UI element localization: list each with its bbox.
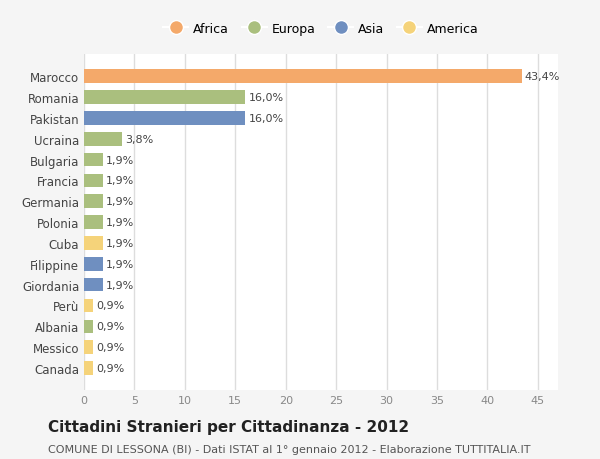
Bar [84, 153, 103, 167]
Bar [84, 133, 122, 146]
Text: 0,9%: 0,9% [96, 301, 124, 311]
Text: 16,0%: 16,0% [248, 114, 284, 123]
Bar [84, 91, 245, 105]
Text: 1,9%: 1,9% [106, 218, 134, 228]
Text: Cittadini Stranieri per Cittadinanza - 2012: Cittadini Stranieri per Cittadinanza - 2… [48, 419, 409, 434]
Text: 16,0%: 16,0% [248, 93, 284, 103]
Text: 1,9%: 1,9% [106, 259, 134, 269]
Bar [84, 257, 103, 271]
Text: 1,9%: 1,9% [106, 176, 134, 186]
Bar [84, 361, 93, 375]
Text: 1,9%: 1,9% [106, 155, 134, 165]
Bar [84, 112, 245, 125]
Bar [84, 237, 103, 250]
Text: 0,9%: 0,9% [96, 322, 124, 331]
Text: 43,4%: 43,4% [525, 72, 560, 82]
Legend: Africa, Europa, Asia, America: Africa, Europa, Asia, America [158, 18, 484, 41]
Bar [84, 278, 103, 292]
Bar [84, 341, 93, 354]
Bar [84, 299, 93, 313]
Text: 1,9%: 1,9% [106, 197, 134, 207]
Bar [84, 216, 103, 230]
Bar [84, 70, 521, 84]
Bar [84, 195, 103, 208]
Bar [84, 174, 103, 188]
Bar [84, 320, 93, 333]
Text: 1,9%: 1,9% [106, 238, 134, 248]
Text: 0,9%: 0,9% [96, 342, 124, 353]
Text: 1,9%: 1,9% [106, 280, 134, 290]
Text: COMUNE DI LESSONA (BI) - Dati ISTAT al 1° gennaio 2012 - Elaborazione TUTTITALIA: COMUNE DI LESSONA (BI) - Dati ISTAT al 1… [48, 444, 530, 454]
Text: 3,8%: 3,8% [125, 134, 154, 145]
Text: 0,9%: 0,9% [96, 363, 124, 373]
